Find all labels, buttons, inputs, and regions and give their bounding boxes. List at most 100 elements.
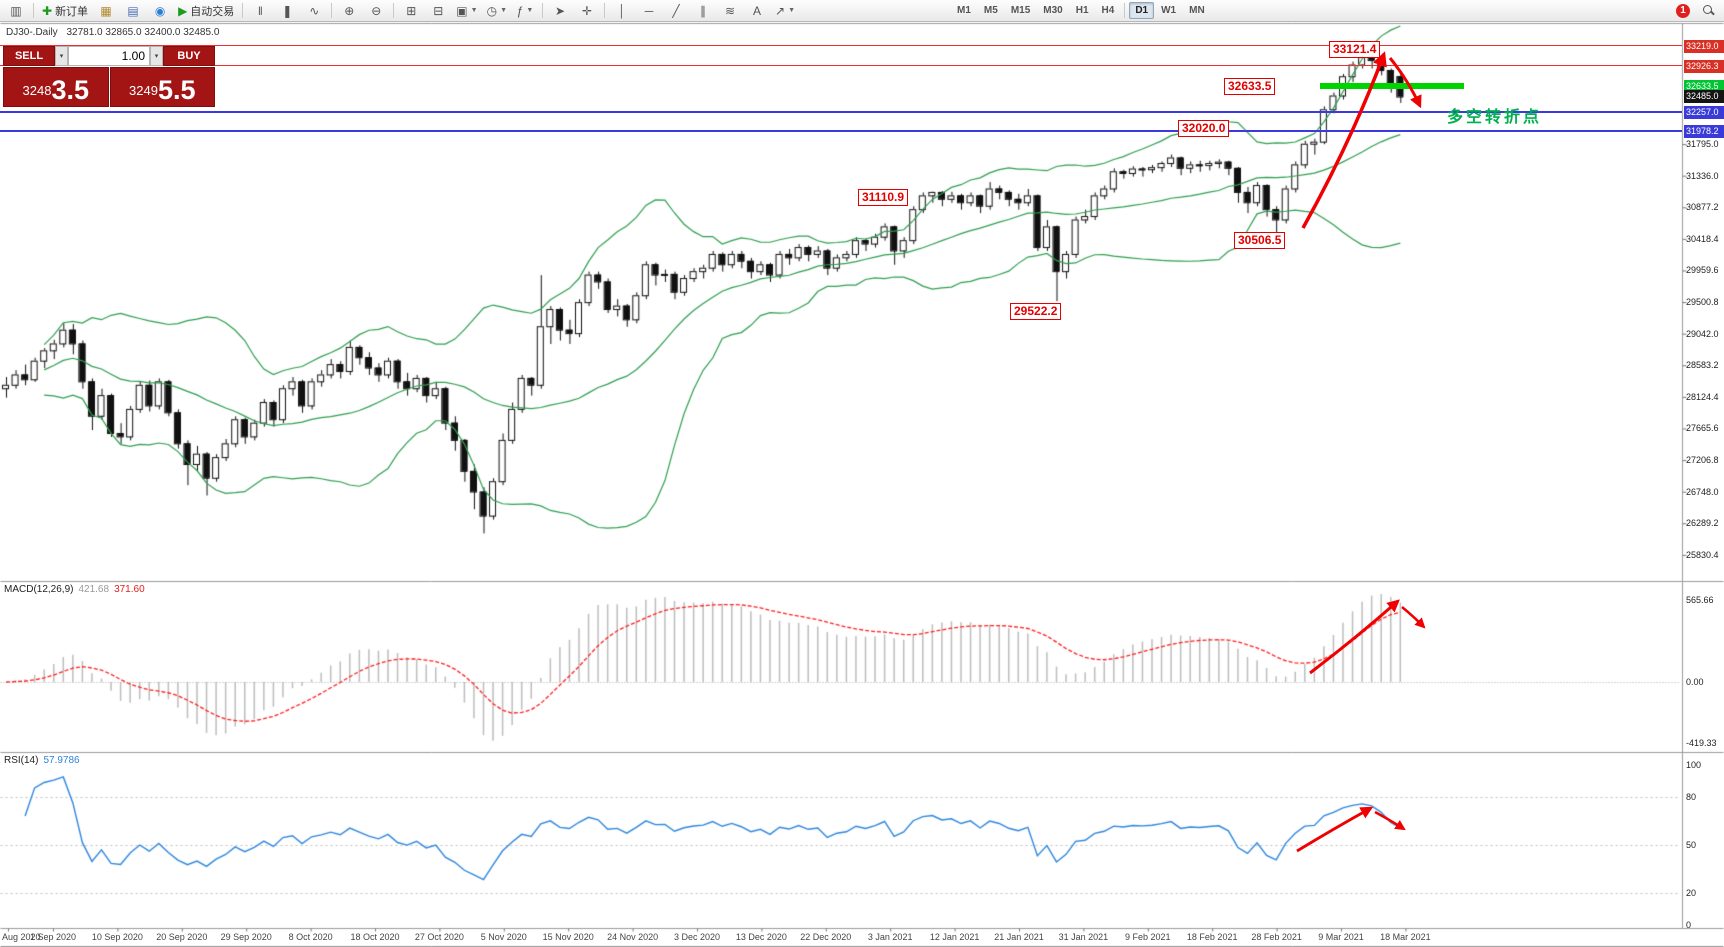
- price-axis-label: 26748.0: [1686, 486, 1719, 497]
- buy-button[interactable]: BUY: [163, 46, 215, 66]
- magnifier-glyph: [1702, 4, 1715, 17]
- timeframe-h1-button[interactable]: H1: [1075, 5, 1089, 16]
- price-axis-label: 30877.2: [1686, 202, 1719, 213]
- channel-button[interactable]: ∥: [690, 1, 716, 21]
- timeframe-m30-button[interactable]: M30: [1043, 5, 1063, 16]
- trendline-button[interactable]: ╱: [663, 1, 689, 21]
- timeframe-mn-button[interactable]: MN: [1189, 5, 1205, 16]
- date-axis-label: 18 Oct 2020: [350, 932, 400, 942]
- chart-window-icon-glyph: ▥: [10, 3, 22, 18]
- timeframe-m15-button[interactable]: M15: [1010, 5, 1031, 16]
- arrows-button[interactable]: ↗ ▼: [771, 1, 799, 21]
- price-axis-label: 31336.0: [1686, 170, 1719, 181]
- toolbar-separator: [1124, 3, 1126, 18]
- sell-price-button[interactable]: 3248 3.5: [3, 67, 109, 107]
- price-axis-tag: 32485.0: [1684, 90, 1724, 104]
- analyst-horizontal-line[interactable]: [0, 45, 1682, 47]
- indicators-button[interactable]: ƒ ▼: [512, 1, 538, 21]
- data-window-icon-glyph: ▤: [127, 3, 139, 18]
- analyst-horizontal-line[interactable]: [0, 111, 1682, 114]
- buy-price-button[interactable]: 3249 5.5: [109, 67, 215, 107]
- price-axis-label: 27665.6: [1686, 423, 1719, 434]
- price-annotation-label[interactable]: 30506.5: [1234, 232, 1286, 249]
- search-icon[interactable]: [1695, 1, 1721, 21]
- autotrade-button[interactable]: ▶ 自动交易: [174, 1, 238, 21]
- rsi-axis-label: 20: [1686, 888, 1697, 898]
- horizontal-line-button[interactable]: ─: [636, 1, 662, 21]
- timeframe-d1-button[interactable]: D1: [1129, 2, 1155, 19]
- price-axis-label: 28583.2: [1686, 360, 1719, 371]
- new-order-button[interactable]: ✚ 新订单: [38, 1, 92, 21]
- notification-badge[interactable]: 1: [1676, 3, 1690, 18]
- toolbar-separator: [393, 3, 395, 18]
- price-axis-label: 31795.0: [1686, 139, 1719, 150]
- date-axis-label: 3 Dec 2020: [673, 932, 721, 942]
- zoom-out-button[interactable]: ⊖: [363, 1, 389, 21]
- candlestick-chart-icon[interactable]: ❚: [274, 1, 300, 21]
- vertical-line-button[interactable]: │: [609, 1, 635, 21]
- volume-input[interactable]: [68, 46, 150, 66]
- bar-chart-icon-glyph: ‖: [257, 3, 263, 18]
- buy-price-big-digits: 5.5: [157, 75, 196, 105]
- fibonacci-button[interactable]: ≋: [717, 1, 743, 21]
- price-annotation-label[interactable]: 33121.4: [1329, 41, 1381, 58]
- timeframe-m5-button[interactable]: M5: [983, 5, 998, 16]
- date-axis-label: 24 Nov 2020: [607, 932, 659, 942]
- analyst-horizontal-line[interactable]: [0, 130, 1682, 133]
- fibonacci-button-glyph: ≋: [724, 3, 736, 18]
- date-axis-label: 12 Jan 2021: [929, 932, 980, 942]
- chart-window-icon[interactable]: ▥: [3, 1, 29, 21]
- zoom-in-button[interactable]: ⊕: [336, 1, 362, 21]
- macd-axis-label: -419.33: [1686, 738, 1717, 748]
- price-annotation-label[interactable]: 29522.2: [1010, 303, 1062, 320]
- volume-caret-icon[interactable]: ▾: [150, 46, 163, 66]
- date-axis-label: 9 Feb 2021: [1125, 932, 1171, 942]
- crosshair-button[interactable]: ✛: [574, 1, 600, 21]
- cursor-button[interactable]: ➤: [547, 1, 573, 21]
- rsi-indicator-label: RSI(14) 57.9786: [4, 755, 80, 766]
- sell-options-caret-icon[interactable]: ▾: [55, 46, 68, 66]
- autotrade-button-label: 自动交易: [190, 5, 235, 18]
- date-axis-label: 28 Feb 2021: [1251, 932, 1302, 942]
- new-order-button-glyph: ✚: [42, 3, 53, 18]
- profiles-button[interactable]: ◷ ▼: [483, 1, 511, 21]
- turning-point-annotation-text[interactable]: 多空转折点: [1447, 109, 1543, 126]
- line-chart-icon[interactable]: ∿: [301, 1, 327, 21]
- price-annotation-label[interactable]: 32633.5: [1224, 78, 1276, 95]
- price-annotation-label[interactable]: 32020.0: [1178, 120, 1230, 137]
- cascade-windows-icon[interactable]: ⊟: [425, 1, 451, 21]
- price-axis-tag: 32257.0: [1684, 105, 1724, 119]
- candlestick-chart-icon-glyph: ❚: [282, 3, 293, 18]
- profiles-button-glyph: ◷: [486, 3, 498, 18]
- date-axis-label: 29 Sep 2020: [220, 932, 272, 942]
- market-watch-icon[interactable]: ▦: [93, 1, 119, 21]
- timeframe-h4-button[interactable]: H4: [1101, 5, 1115, 16]
- data-window-icon[interactable]: ▤: [120, 1, 146, 21]
- price-annotation-label[interactable]: 31110.9: [858, 189, 909, 206]
- timeframe-w1-button[interactable]: W1: [1161, 5, 1177, 16]
- cascade-windows-icon-glyph: ⊟: [433, 3, 444, 18]
- date-axis-label: 10 Sep 2020: [91, 932, 143, 942]
- timeframe-m1-button[interactable]: M1: [957, 5, 971, 16]
- ohlc-values: 32781.0 32865.0 32400.0 32485.0: [66, 27, 220, 38]
- new-order-button-label: 新订单: [55, 5, 89, 18]
- bar-chart-icon[interactable]: ‖: [247, 1, 273, 21]
- channel-button-glyph: ∥: [700, 3, 706, 18]
- support-resistance-zone[interactable]: [1320, 83, 1464, 90]
- analyst-horizontal-line[interactable]: [0, 65, 1682, 67]
- navigator-icon[interactable]: ◉: [147, 1, 173, 21]
- symbol-period-label: DJ30-.Daily: [6, 27, 58, 38]
- chart-title: DJ30-.Daily 32781.0 32865.0 32400.0 3248…: [6, 27, 219, 38]
- new-chart-button-glyph: ▣: [456, 3, 468, 18]
- zoom-in-button-glyph: ⊕: [344, 3, 355, 18]
- price-axis-tag: 32926.3: [1684, 59, 1724, 73]
- price-axis-label: 29500.8: [1686, 297, 1719, 308]
- sell-button[interactable]: SELL: [3, 46, 55, 66]
- text-button[interactable]: A: [744, 1, 770, 21]
- date-axis-label: 27 Oct 2020: [414, 932, 464, 942]
- tile-windows-icon[interactable]: ⊞: [398, 1, 424, 21]
- new-chart-button[interactable]: ▣ ▼: [452, 1, 481, 21]
- price-axis-tag: 32633.5: [1684, 79, 1724, 93]
